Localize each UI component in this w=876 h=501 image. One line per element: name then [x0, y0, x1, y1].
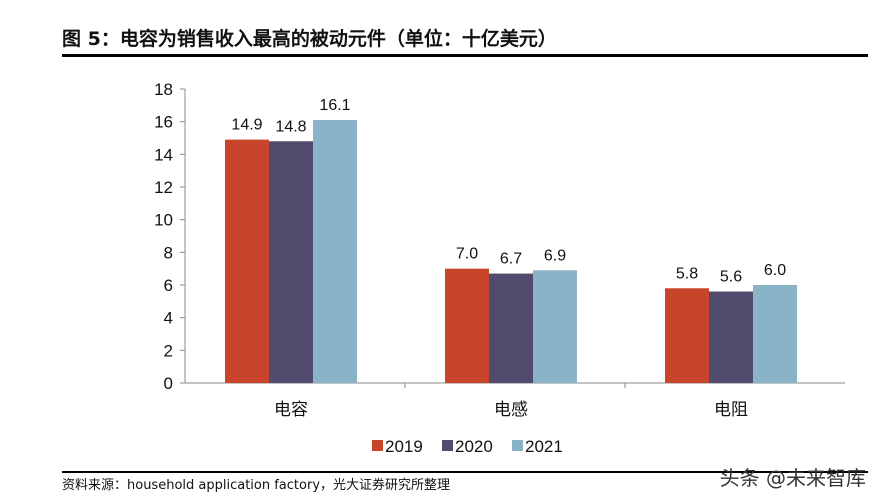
legend-swatch	[372, 440, 383, 451]
y-tick-label: 14	[154, 145, 173, 164]
bar-2020	[709, 291, 753, 383]
legend-label: 2020	[455, 437, 493, 456]
watermark: 头条 @未来智库	[719, 466, 866, 490]
bar-2019	[445, 268, 489, 383]
y-tick-label: 8	[164, 243, 173, 262]
data-label: 6.7	[500, 251, 522, 268]
data-label: 14.9	[231, 117, 262, 134]
x-tick-label: 电阻	[714, 400, 748, 419]
bar-2019	[225, 139, 269, 383]
data-label: 6.9	[544, 247, 566, 264]
y-tick-label: 18	[154, 80, 173, 99]
y-tick-label: 12	[154, 178, 173, 197]
bar-2020	[269, 141, 313, 383]
figure-title: 图 5：电容为销售收入最高的被动元件（单位：十亿美元）	[62, 28, 557, 50]
y-tick-label: 6	[164, 276, 173, 295]
x-tick-label: 电容	[274, 400, 308, 419]
bar-2021	[313, 120, 357, 384]
bar-2020	[489, 273, 533, 383]
x-tick-label: 电感	[494, 400, 528, 419]
data-label: 5.8	[676, 265, 698, 282]
data-label: 5.6	[720, 269, 742, 286]
data-label: 6.0	[764, 262, 786, 279]
data-label: 14.8	[275, 118, 306, 135]
legend-swatch	[442, 440, 453, 451]
legend-label: 2019	[385, 437, 423, 456]
data-label: 16.1	[319, 97, 350, 114]
y-tick-label: 2	[164, 341, 173, 360]
y-tick-label: 10	[154, 211, 173, 230]
data-label: 7.0	[456, 246, 478, 263]
source-note: 资料来源：household application factory，光大证券研…	[62, 478, 451, 493]
legend-label: 2021	[525, 437, 563, 456]
bar-2019	[665, 288, 709, 383]
title-rule	[62, 54, 868, 57]
y-tick-label: 0	[164, 374, 173, 393]
source-rule	[62, 471, 868, 473]
y-tick-label: 4	[164, 309, 173, 328]
bar-2021	[533, 270, 577, 383]
bar-2021	[753, 285, 797, 383]
y-tick-label: 16	[154, 113, 173, 132]
legend-swatch	[512, 440, 523, 451]
